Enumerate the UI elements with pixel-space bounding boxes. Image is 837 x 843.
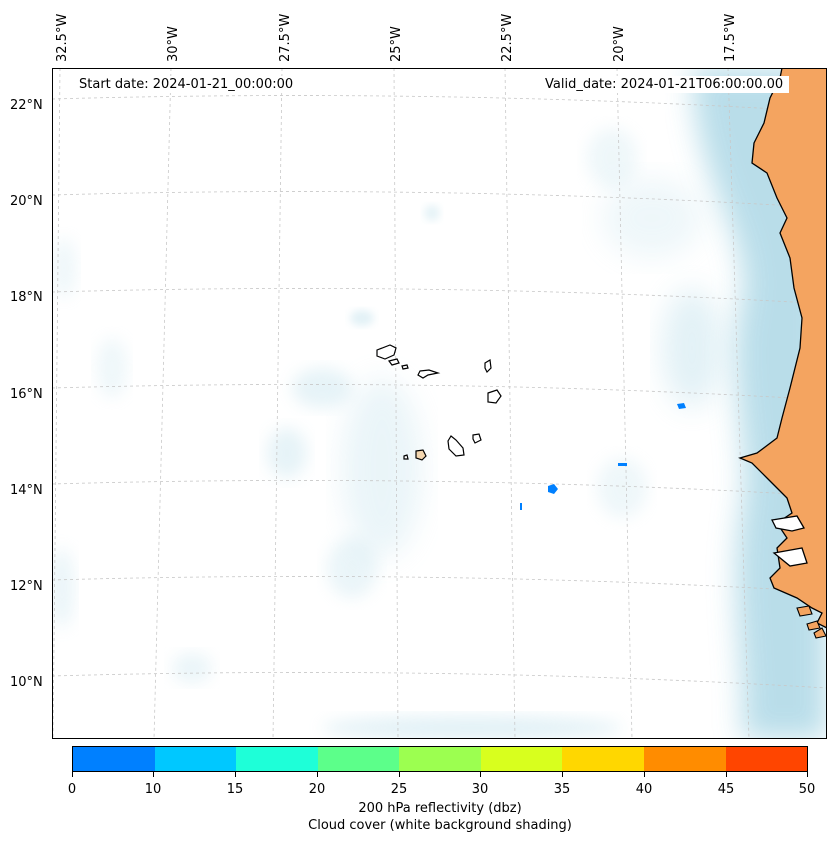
gambia-inlet xyxy=(771,515,805,532)
lon-label-22-5w: 22.5°W xyxy=(500,13,515,62)
lat-label-20n: 20°N xyxy=(10,194,43,209)
island-santa-luzia xyxy=(401,364,409,370)
island-fogo xyxy=(415,449,427,461)
colorbar-tick-label: 30 xyxy=(471,782,489,797)
lat-label-22n: 22°N xyxy=(10,98,43,113)
lat-label-16n: 16°N xyxy=(10,387,43,402)
lat-label-18n: 18°N xyxy=(10,290,43,305)
reflectivity-cells xyxy=(520,403,686,510)
colorbar-tick-label: 35 xyxy=(553,782,571,797)
colorbar-tick-label: 10 xyxy=(144,782,162,797)
lon-label-20w: 20°W xyxy=(612,26,627,62)
colorbar-tick-label: 25 xyxy=(390,782,408,797)
valid-date-label: Valid_date: 2024-01-21T06:00:00.00 xyxy=(539,76,790,93)
reflectivity-colorbar xyxy=(72,746,808,772)
lat-label-10n: 10°N xyxy=(10,675,43,690)
colorbar-segment-20-25 xyxy=(317,747,400,771)
colorbar-caption-cloud-cover: Cloud cover (white background shading) xyxy=(308,818,572,833)
colorbar-segment-0-10 xyxy=(73,747,155,771)
lon-label-27-5w: 27.5°W xyxy=(278,13,293,62)
lon-label-25w: 25°W xyxy=(389,26,404,62)
colorbar-segment-40-45 xyxy=(643,747,726,771)
colorbar-segment-25-30 xyxy=(399,747,481,771)
lon-label-32-5w: 32.5°W xyxy=(55,13,70,62)
bijagos-islands xyxy=(796,605,827,639)
map-border xyxy=(52,68,827,739)
island-santiago xyxy=(447,435,465,457)
lat-label-12n: 12°N xyxy=(10,579,43,594)
colorbar-segment-15-20 xyxy=(236,747,318,771)
cape-verde-islands xyxy=(376,344,502,461)
reflectivity-cell-4 xyxy=(520,503,522,510)
colorbar-tick-label: 15 xyxy=(226,782,244,797)
graticule xyxy=(52,68,827,739)
lat-label-14n: 14°N xyxy=(10,483,43,498)
island-sao-nicolau xyxy=(417,369,441,379)
colorbar-segment-10-15 xyxy=(154,747,237,771)
lon-label-17-5w: 17.5°W xyxy=(723,13,738,62)
reflectivity-cell-2 xyxy=(677,403,686,409)
island-brava xyxy=(403,454,409,460)
colorbar-segment-35-40 xyxy=(562,747,644,771)
casamance-inlet xyxy=(772,547,808,567)
map-canvas[interactable] xyxy=(52,68,827,739)
colorbar-segment-30-35 xyxy=(480,747,563,771)
island-santo-antao xyxy=(376,344,397,360)
colorbar-caption-reflectivity: 200 hPa reflectivity (dbz) xyxy=(358,801,522,816)
colorbar-tick-label: 40 xyxy=(635,782,653,797)
reflectivity-cell-3 xyxy=(618,463,627,466)
colorbar-tick-label: 50 xyxy=(798,782,816,797)
island-boa-vista xyxy=(487,389,502,404)
colorbar-segment-45-50 xyxy=(725,747,808,771)
island-maio xyxy=(472,433,482,444)
island-sal xyxy=(484,359,492,374)
reflectivity-cell-1 xyxy=(548,484,558,494)
island-sao-vicente xyxy=(387,358,400,366)
start-date-label: Start date: 2024-01-21_00:00:00 xyxy=(73,76,300,93)
colorbar-tick-label: 45 xyxy=(717,782,735,797)
lon-label-30w: 30°W xyxy=(166,26,181,62)
colorbar-tick-label: 0 xyxy=(67,782,77,797)
colorbar-tick-label: 20 xyxy=(308,782,326,797)
